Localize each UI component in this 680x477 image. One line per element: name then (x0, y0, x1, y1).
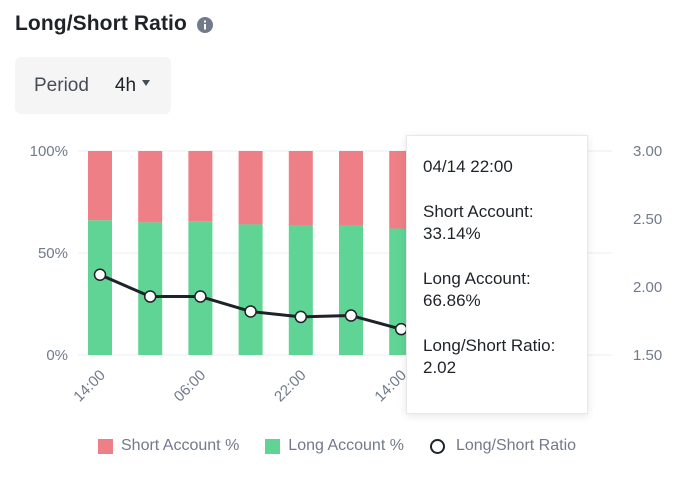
tooltip-short-label: Short Account: (423, 202, 534, 221)
info-circle-icon[interactable] (196, 16, 213, 33)
bar-short[interactable] (288, 151, 313, 226)
tooltip-ratio-label: Long/Short Ratio: (423, 336, 556, 355)
caret-down-icon (142, 79, 151, 86)
bar-short[interactable] (138, 151, 163, 223)
bar-long[interactable] (88, 220, 112, 355)
x-tick-label: 06:00 (171, 367, 210, 406)
bar-long[interactable] (288, 225, 313, 355)
ratio-point[interactable] (93, 268, 107, 282)
legend-item-long[interactable]: Long Account % (265, 437, 404, 455)
period-dropdown[interactable]: 4h (114, 74, 151, 97)
y-right-tick-label: 2.50 (633, 211, 662, 228)
x-tick-label: 14:00 (70, 367, 109, 406)
bar-short[interactable] (188, 151, 213, 222)
bar-long[interactable] (188, 221, 213, 355)
tooltip-short-value: 33.14% (423, 224, 481, 243)
tooltip-long-value: 66.86% (423, 291, 481, 310)
y-right-tick-label: 3.00 (633, 143, 662, 160)
bar-long[interactable] (138, 222, 163, 355)
period-value: 4h (114, 74, 137, 96)
ratio-point[interactable] (194, 290, 207, 303)
legend-label-short: Short Account % (121, 437, 240, 454)
tooltip-time: 04/14 22:00 (423, 157, 513, 176)
y-left-tick-label: 0% (46, 347, 68, 364)
chart-legend: Short Account % Long Account % Long/Shor… (98, 437, 602, 455)
legend-item-short[interactable]: Short Account % (98, 437, 239, 455)
tooltip: 04/14 22:00 Short Account: 33.14% Long A… (406, 135, 588, 414)
legend-label-long: Long Account % (288, 437, 404, 454)
legend-swatch-long (265, 438, 281, 454)
ratio-point[interactable] (143, 290, 157, 303)
bar-long[interactable] (238, 224, 263, 355)
bar-short[interactable] (88, 151, 112, 221)
period-filter: Period 4h (15, 57, 171, 114)
bar-short[interactable] (339, 151, 363, 226)
ratio-point[interactable] (244, 305, 257, 318)
legend-label-ratio: Long/Short Ratio (455, 437, 577, 454)
legend-item-ratio[interactable]: Long/Short Ratio (429, 437, 577, 455)
period-label: Period (34, 74, 89, 96)
bar-long[interactable] (339, 225, 363, 355)
y-left-tick-label: 100% (30, 143, 68, 160)
tooltip-long-label: Long Account: (423, 269, 531, 288)
x-tick-label: 22:00 (271, 367, 310, 406)
legend-swatch-short (98, 438, 113, 454)
ratio-point[interactable] (344, 309, 358, 322)
chart-title: Long/Short Ratio (15, 12, 187, 35)
x-tick-label: 14:00 (371, 367, 410, 406)
tooltip-ratio-value: 2.02 (423, 358, 457, 377)
legend-swatch-ratio (429, 438, 445, 454)
chart-header: Long/Short Ratio (15, 9, 213, 39)
y-right-tick-label: 2.00 (633, 279, 662, 296)
bar-short[interactable] (238, 151, 263, 225)
y-right-tick-label: 1.50 (633, 347, 662, 364)
ratio-point[interactable] (294, 310, 308, 324)
y-left-tick-label: 50% (38, 245, 68, 262)
